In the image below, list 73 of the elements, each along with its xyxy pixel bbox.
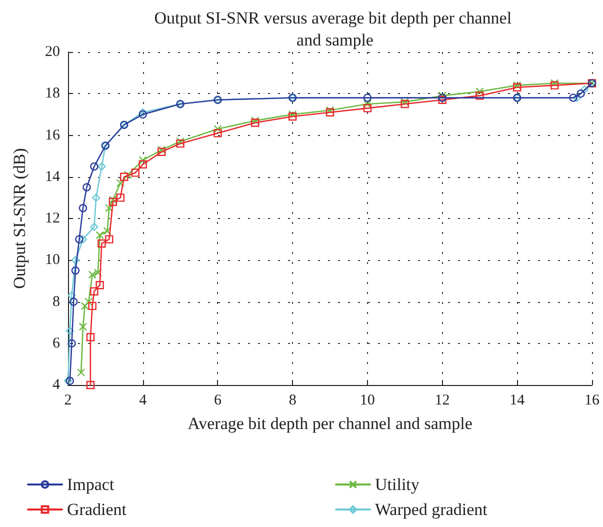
y-tick-label: 20 [45, 44, 60, 60]
point [66, 326, 74, 335]
point [96, 281, 104, 290]
x-tick-label: 14 [510, 392, 526, 408]
point [77, 368, 86, 377]
x-tick-label: 4 [139, 392, 148, 408]
point [105, 204, 114, 212]
point [68, 339, 76, 348]
point [92, 194, 100, 202]
point [86, 380, 95, 390]
point [576, 90, 585, 98]
point [90, 287, 98, 296]
point [138, 108, 147, 116]
point [476, 92, 484, 100]
y-tick-label: 12 [45, 210, 60, 226]
y-tick-label: 4 [52, 377, 60, 393]
point [569, 94, 578, 102]
point [363, 94, 372, 102]
point [98, 162, 106, 171]
point [105, 235, 114, 244]
point [138, 156, 147, 164]
y-tick-label: 18 [45, 86, 60, 102]
legend-label: Impact [67, 475, 114, 494]
point [131, 168, 140, 177]
point [71, 256, 80, 264]
point [78, 235, 88, 244]
point [96, 231, 104, 240]
point [82, 183, 91, 192]
legend-label: Gradient [67, 500, 127, 519]
y-tick-label: 10 [45, 252, 60, 268]
point [94, 268, 102, 277]
point [116, 194, 124, 202]
point [88, 302, 96, 310]
point [214, 129, 222, 138]
y-tick-label: 8 [52, 294, 60, 310]
point [84, 298, 93, 306]
point [80, 302, 89, 310]
point [90, 162, 98, 171]
point [78, 322, 88, 331]
x-tick-label: 6 [214, 392, 222, 408]
y-tick-label: 14 [45, 168, 60, 185]
point [214, 124, 222, 134]
point [68, 291, 76, 300]
point [572, 94, 582, 102]
point [70, 298, 78, 306]
y-tick-label: 16 [45, 127, 60, 144]
y-tick-label: 6 [52, 335, 60, 352]
legend-label: Warped gradient [375, 500, 488, 519]
point [116, 179, 124, 188]
x-tick-label: 12 [434, 392, 450, 408]
legend-label: Utility [375, 475, 420, 494]
chart-title: Output SI-SNR versus average bit depth per channel and sample [154, 8, 516, 50]
point [363, 104, 372, 112]
point [580, 85, 589, 94]
point [75, 235, 84, 244]
point [98, 239, 106, 248]
y-axis-title: Output SI-SNR (dB) [10, 148, 29, 289]
point [90, 222, 98, 231]
point [88, 270, 96, 279]
point [103, 226, 112, 236]
point [124, 170, 132, 179]
x-tick-label: 8 [288, 392, 296, 408]
point [120, 172, 128, 181]
point [71, 266, 80, 275]
x-tick-label: 2 [64, 392, 72, 408]
x-axis-title: Average bit depth per channel and sample [188, 414, 472, 433]
point [363, 100, 372, 108]
x-tick-label: 10 [360, 392, 375, 408]
point [86, 333, 95, 342]
point [78, 204, 88, 212]
x-tick-label: 16 [584, 392, 600, 408]
point [138, 160, 147, 168]
point [476, 87, 484, 96]
